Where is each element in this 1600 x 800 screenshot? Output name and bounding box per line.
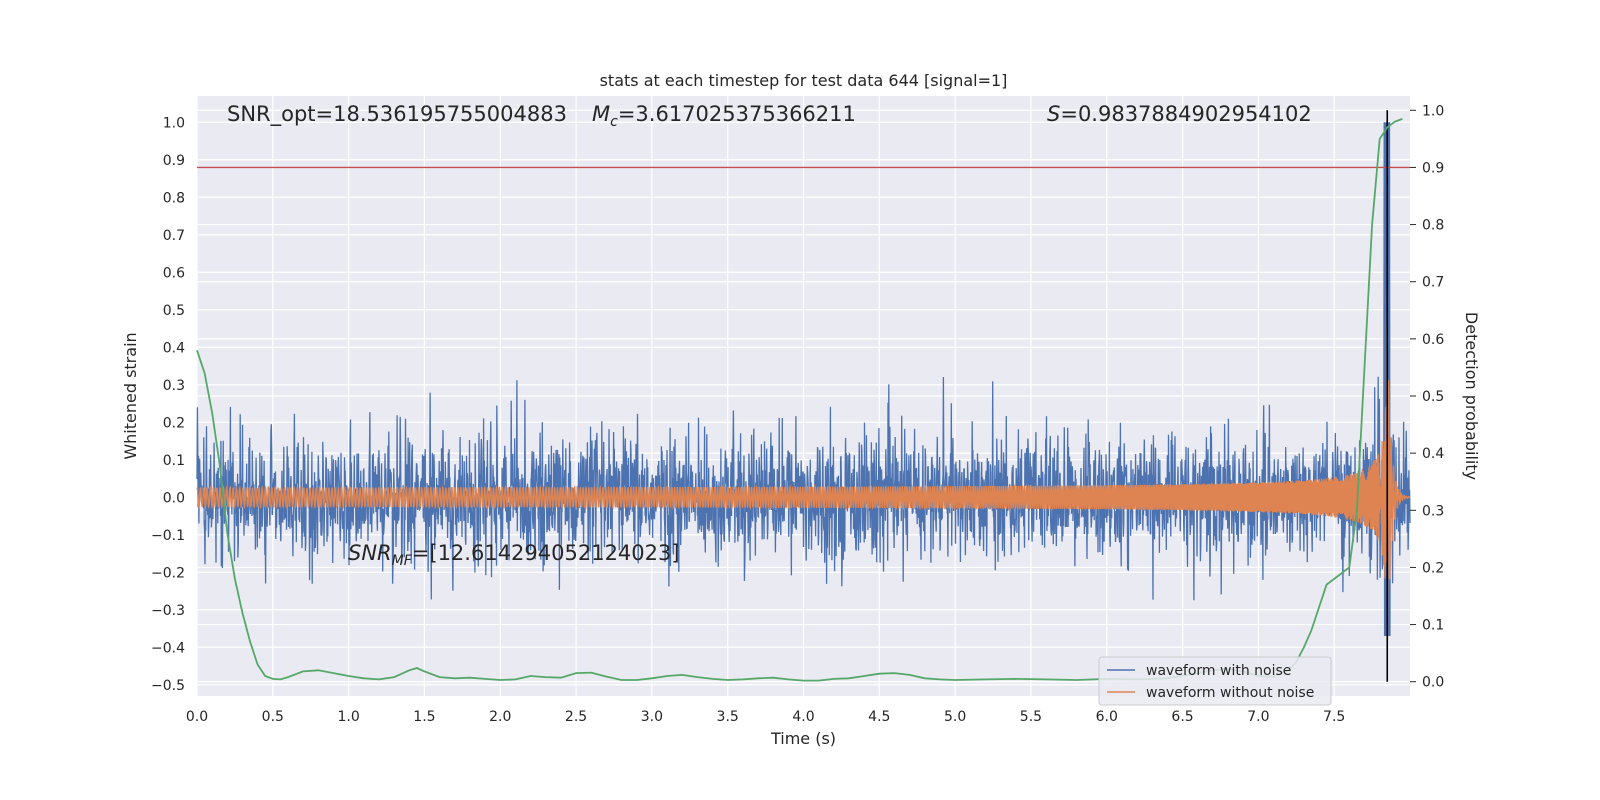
x-tick-label: 2.0 — [489, 709, 511, 725]
y-tick-label: 0.6 — [163, 265, 185, 281]
x-tick-label: 3.0 — [641, 709, 663, 725]
y2-tick-label: 0.3 — [1422, 503, 1444, 519]
y2-tick-label: 1.0 — [1422, 103, 1444, 119]
x-tick-label: 4.0 — [792, 709, 814, 725]
overlay-lines — [197, 110, 1410, 682]
y-tick-label: 0.5 — [163, 303, 185, 319]
y-tick-label: −0.1 — [151, 528, 185, 544]
mc-subscript: c — [610, 114, 618, 130]
x-tick-label: 7.0 — [1247, 709, 1269, 725]
y2-tick-label: 0.4 — [1422, 446, 1444, 462]
y2-tick-label: 0.1 — [1422, 618, 1444, 634]
series-waveform-without-noise — [196, 323, 1411, 639]
y-axis-label: Whitened strain — [121, 332, 140, 459]
mc-symbol: M — [592, 102, 610, 126]
y2-tick-label: 0.9 — [1422, 160, 1444, 176]
annotation-chirp-mass: Mc=3.617025375366211 — [592, 102, 856, 130]
x-tick-label: 5.0 — [944, 709, 966, 725]
annotation-snr-mf: SNRMF=[12.614294052124023] — [348, 541, 680, 569]
x-tick-label: 6.5 — [1171, 709, 1193, 725]
y2-tick-label: 0.5 — [1422, 389, 1444, 405]
chart-title: stats at each timestep for test data 644… — [600, 71, 1008, 90]
x-tick-label: 0.0 — [186, 709, 208, 725]
x-tick-label: 1.0 — [337, 709, 359, 725]
mc-value: =3.617025375366211 — [618, 102, 856, 126]
y-tick-label: 0.0 — [163, 490, 185, 506]
x-tick-label: 4.5 — [868, 709, 890, 725]
x-tick-label: 3.5 — [717, 709, 739, 725]
y-tick-label: −0.2 — [151, 565, 185, 581]
y-tick-label: −0.5 — [151, 678, 185, 694]
snr-mf-value: =[12.614294052124023] — [412, 541, 680, 565]
y2-tick-label: 0.8 — [1422, 218, 1444, 234]
s-symbol: S — [1047, 102, 1060, 126]
x-tick-label: 0.5 — [262, 709, 284, 725]
annotation-s-statistic: S=0.9837884902954102 — [1047, 102, 1312, 126]
tick-labels: 0.0 0.5 1.0 1.5 2.0 2.5 3.0 3.5 4.0 4.5 5.0 5.5 6.0 6… — [151, 103, 1444, 725]
x-tick-label: 5.5 — [1020, 709, 1042, 725]
y-tick-label: 0.8 — [163, 190, 185, 206]
snr-mf-symbol: SNR — [348, 541, 392, 565]
y2-tick-label: 0.6 — [1422, 332, 1444, 348]
s-value: =0.9837884902954102 — [1060, 102, 1311, 126]
y-tick-label: 0.1 — [163, 453, 185, 469]
y-tick-label: 0.7 — [163, 228, 185, 244]
y-tick-label: 0.2 — [163, 415, 185, 431]
x-axis-label: Time (s) — [770, 729, 836, 748]
clean-waveform-line — [196, 323, 1411, 639]
x-tick-label: 2.5 — [565, 709, 587, 725]
x-tick-label: 7.5 — [1323, 709, 1345, 725]
legend-label-waveform-with-noise: waveform with noise — [1146, 663, 1291, 679]
y2-tick-label: 0.2 — [1422, 560, 1444, 576]
annotation-snr-opt: SNR_opt=18.536195755004883 — [227, 102, 567, 127]
legend-box — [1098, 656, 1332, 706]
y2-tick-label: 0.7 — [1422, 275, 1444, 291]
y-tick-label: 0.9 — [163, 153, 185, 169]
snr-mf-subscript: MF — [392, 553, 413, 569]
y-tick-label: −0.4 — [151, 640, 185, 656]
y-tick-label: 0.3 — [163, 378, 185, 394]
y-tick-label: 0.4 — [163, 340, 185, 356]
y-tick-label: −0.3 — [151, 603, 185, 619]
y2-axis-label: Detection probability — [1462, 312, 1481, 480]
legend: waveform with noise waveform without noi… — [1098, 656, 1332, 706]
x-tick-label: 1.5 — [413, 709, 435, 725]
y2-tick-label: 0.0 — [1422, 675, 1444, 691]
x-tick-label: 6.0 — [1096, 709, 1118, 725]
y-tick-label: 1.0 — [163, 115, 185, 131]
legend-label-waveform-without-noise: waveform without noise — [1146, 685, 1314, 701]
